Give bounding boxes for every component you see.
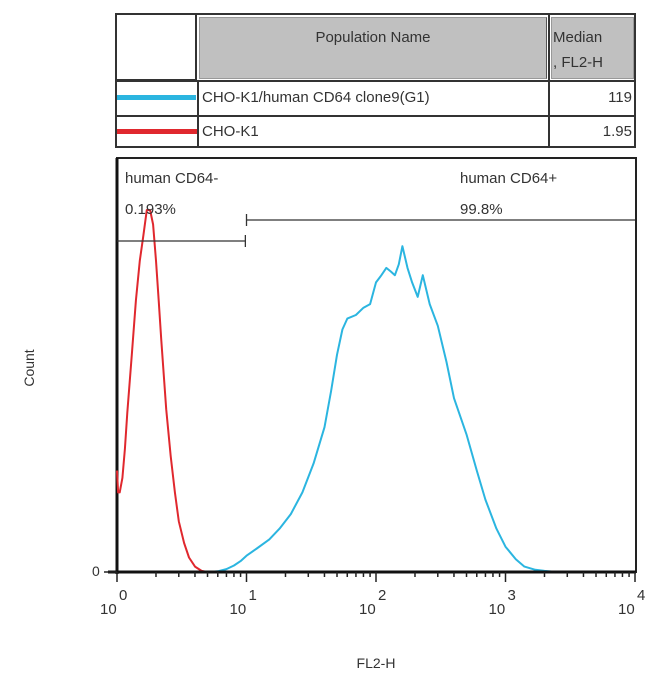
x-tick-label-exponent: 1 bbox=[249, 587, 257, 604]
median-value: 119 bbox=[608, 89, 632, 106]
median-header-line2: , FL2-H bbox=[553, 54, 604, 71]
x-tick-label-exponent: 4 bbox=[637, 587, 645, 604]
x-tick-label: 10 bbox=[359, 601, 376, 618]
row-divider bbox=[117, 115, 634, 117]
x-tick-label: 10 bbox=[489, 601, 506, 618]
x-tick-label: 10 bbox=[100, 601, 117, 618]
gate-label-negative: human CD64- bbox=[125, 170, 218, 187]
y-axis-label: Count bbox=[21, 349, 37, 386]
y-tick-label: 0 bbox=[92, 563, 100, 579]
legend-row: CHO-K1/human CD64 clone9(G1) 119 bbox=[117, 82, 634, 115]
gates-layer bbox=[117, 214, 635, 247]
series-line bbox=[116, 209, 635, 573]
population-name-header: Population Name bbox=[315, 29, 431, 46]
x-tick-label-exponent: 3 bbox=[508, 587, 516, 604]
median-header-cell: Median , FL2-H bbox=[551, 17, 634, 79]
median-header-line1: Median bbox=[553, 29, 603, 46]
column-divider bbox=[197, 117, 199, 148]
row-divider bbox=[117, 80, 634, 82]
population-name: CHO-K1/human CD64 clone9(G1) bbox=[202, 89, 430, 106]
gate-label-positive: human CD64+ bbox=[460, 170, 557, 187]
legend-table: Population Name Median , FL2-H CHO-K1/hu… bbox=[115, 13, 636, 148]
x-tick-label: 10 bbox=[618, 601, 635, 618]
x-tick-label-exponent: 2 bbox=[378, 587, 386, 604]
x-tick-label: 10 bbox=[230, 601, 247, 618]
legend-swatch-red bbox=[117, 129, 198, 134]
gate-percent-positive: 99.8% bbox=[460, 201, 503, 218]
gate-percent-negative: 0.193% bbox=[125, 201, 176, 218]
legend-row: CHO-K1 1.95 bbox=[117, 117, 634, 148]
x-axis-label: FL2-H bbox=[357, 655, 396, 671]
column-divider bbox=[197, 82, 199, 115]
x-axis-ticks bbox=[116, 572, 636, 582]
series-line bbox=[117, 245, 635, 573]
x-tick-label-exponent: 0 bbox=[119, 587, 127, 604]
population-name-header-cell: Population Name bbox=[199, 17, 547, 79]
population-name: CHO-K1 bbox=[202, 123, 259, 140]
series-layer bbox=[116, 209, 635, 573]
median-value: 1.95 bbox=[602, 123, 632, 140]
legend-swatch-blue bbox=[117, 95, 196, 100]
